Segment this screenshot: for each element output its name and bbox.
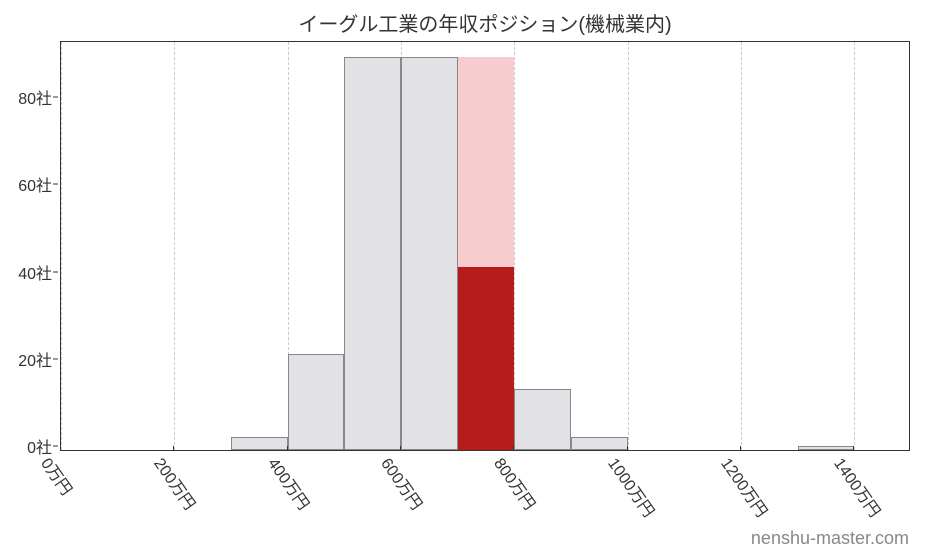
x-tick-label: 200万円 <box>150 452 203 514</box>
histogram-bar-highlight <box>458 267 515 450</box>
x-tick-mark <box>60 446 61 451</box>
grid-line <box>174 42 175 450</box>
x-tick-mark <box>173 446 174 451</box>
x-tick-mark <box>513 446 514 451</box>
y-tick-mark <box>53 271 58 272</box>
x-tick-label: 1000万円 <box>603 452 661 521</box>
histogram-bar <box>288 354 345 450</box>
x-tick-mark <box>853 446 854 451</box>
x-tick-label: 600万円 <box>376 452 429 514</box>
x-tick-label: 0万円 <box>36 452 79 499</box>
x-tick-mark <box>627 446 628 451</box>
y-tick-label: 20社 <box>18 347 52 371</box>
y-tick-mark <box>53 184 58 185</box>
grid-line <box>854 42 855 450</box>
histogram-chart: イーグル工業の年収ポジション(機械業内) <box>60 8 910 458</box>
watermark: nenshu-master.com <box>751 528 909 549</box>
x-tick-mark <box>287 446 288 451</box>
histogram-bar <box>344 57 401 450</box>
x-tick-mark <box>740 446 741 451</box>
y-axis: 0社20社40社60社80社 <box>0 36 58 446</box>
y-tick-label: 60社 <box>18 172 52 196</box>
x-tick-label: 800万円 <box>490 452 543 514</box>
grid-line <box>741 42 742 450</box>
y-tick-label: 40社 <box>18 260 52 284</box>
y-tick-mark <box>53 97 58 98</box>
x-tick-label: 400万円 <box>263 452 316 514</box>
y-tick-mark <box>53 446 58 447</box>
grid-line <box>628 42 629 450</box>
x-tick-label: 1400万円 <box>830 452 888 521</box>
plot-area <box>60 41 910 451</box>
x-tick-mark <box>400 446 401 451</box>
grid-line <box>61 42 62 450</box>
chart-title: イーグル工業の年収ポジション(機械業内) <box>60 8 910 37</box>
histogram-bar <box>514 389 571 450</box>
x-tick-label: 1200万円 <box>716 452 774 521</box>
y-tick-label: 80社 <box>18 85 52 109</box>
histogram-bar <box>401 57 458 450</box>
y-tick-mark <box>53 358 58 359</box>
y-tick-label: 0社 <box>27 434 52 458</box>
